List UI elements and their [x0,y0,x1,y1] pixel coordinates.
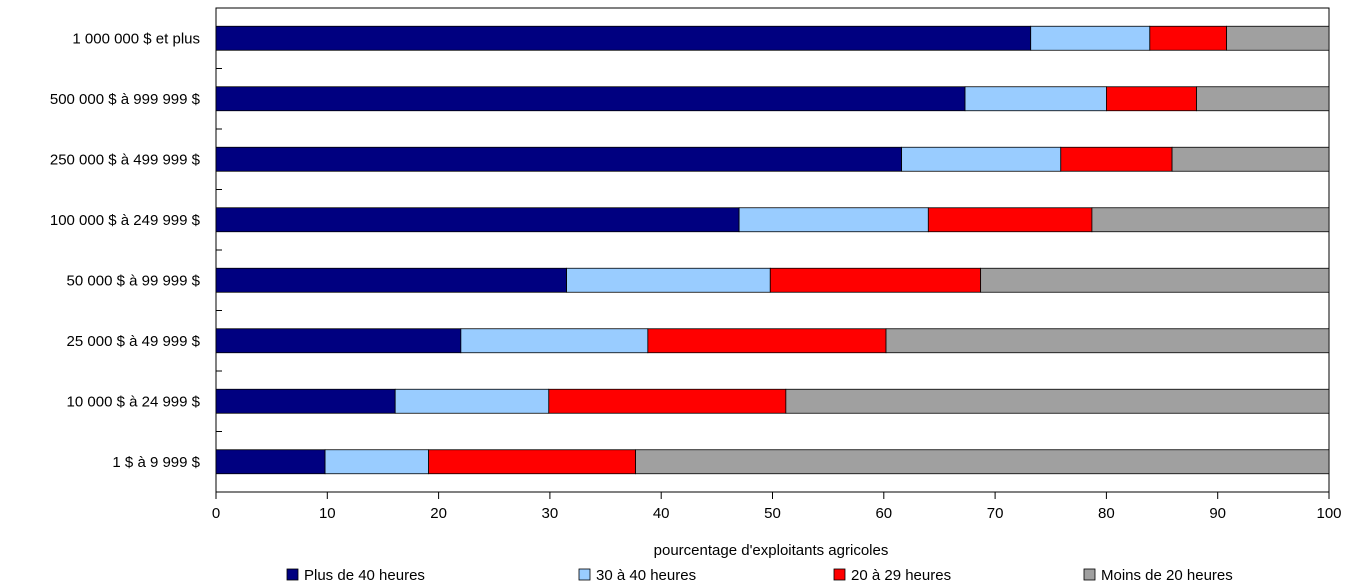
x-axis-title: pourcentage d'exploitants agricoles [654,542,889,559]
x-tick-label: 10 [319,505,336,522]
bar-segment [394,388,550,414]
legend-item: Moins de 20 heures [1083,567,1233,584]
bar-segment [901,146,1062,172]
y-tick-label: 25 000 $ à 49 999 $ [67,333,201,350]
bar-segment [1106,86,1197,112]
bar-segment [980,267,1330,293]
legend-label: 30 à 40 heures [596,567,696,584]
bar-segment [1171,146,1330,172]
legend-label: 20 à 29 heures [851,567,951,584]
legend-swatch [1083,568,1096,581]
bar-segment [215,267,567,293]
y-tick-label: 100 000 $ à 249 999 $ [50,212,201,229]
bar-segment [964,86,1107,112]
bar-segment [738,207,929,233]
bar-segment [1091,207,1330,233]
legend-label: Plus de 40 heures [304,567,425,584]
legend-label: Moins de 20 heures [1101,567,1233,584]
bar-segment [324,449,429,475]
y-tick-label: 500 000 $ à 999 999 $ [50,91,201,108]
x-tick-label: 40 [653,505,670,522]
legend-swatch [833,568,846,581]
y-tick-label: 10 000 $ à 24 999 $ [67,393,201,410]
bar-segment [635,449,1330,475]
bar-segment [885,328,1330,354]
bar-segment [215,86,966,112]
legend-item: 20 à 29 heures [833,567,951,584]
y-tick-label: 1 000 000 $ et plus [72,30,200,47]
bar-segment [215,207,740,233]
x-tick-label: 20 [430,505,447,522]
x-tick-label: 80 [1098,505,1115,522]
legend-swatch [286,568,299,581]
plot-frame [215,7,1330,493]
x-tick-label: 100 [1316,505,1341,522]
y-tick-label: 1 $ à 9 999 $ [112,454,200,471]
legend-swatch [578,568,591,581]
x-tick-label: 50 [764,505,781,522]
bar-segment [215,388,396,414]
y-tick-label: 250 000 $ à 499 999 $ [50,151,201,168]
bar-segment [215,328,462,354]
bar-segment [215,449,326,475]
bar-segment [769,267,982,293]
x-tick-label: 0 [212,505,220,522]
bar-segment [1060,146,1173,172]
bar-segment [785,388,1330,414]
bar-segment [1196,86,1330,112]
y-tick-label: 50 000 $ à 99 999 $ [67,272,201,289]
legend-item: Plus de 40 heures [286,567,425,584]
x-tick-label: 60 [875,505,892,522]
bar-segment [1030,25,1151,51]
plot-area: 1 000 000 $ et plus 500 000 $ à 999 999 $… [50,7,1342,522]
bar-segment [647,328,887,354]
bar-segment [1226,25,1330,51]
x-tick-label: 70 [987,505,1004,522]
bar-segment [215,146,903,172]
x-tick-label: 30 [542,505,559,522]
bar-segment [566,267,771,293]
x-tick-label: 90 [1209,505,1226,522]
bar-segment [927,207,1093,233]
bar-segment [215,25,1032,51]
bar-segment [428,449,637,475]
bar-segment [460,328,649,354]
bar-segment [1149,25,1228,51]
legend-item: 30 à 40 heures [578,567,696,584]
bar-segment [548,388,787,414]
legend: Plus de 40 heures 30 à 40 heures 20 à 29 h… [286,567,1233,584]
